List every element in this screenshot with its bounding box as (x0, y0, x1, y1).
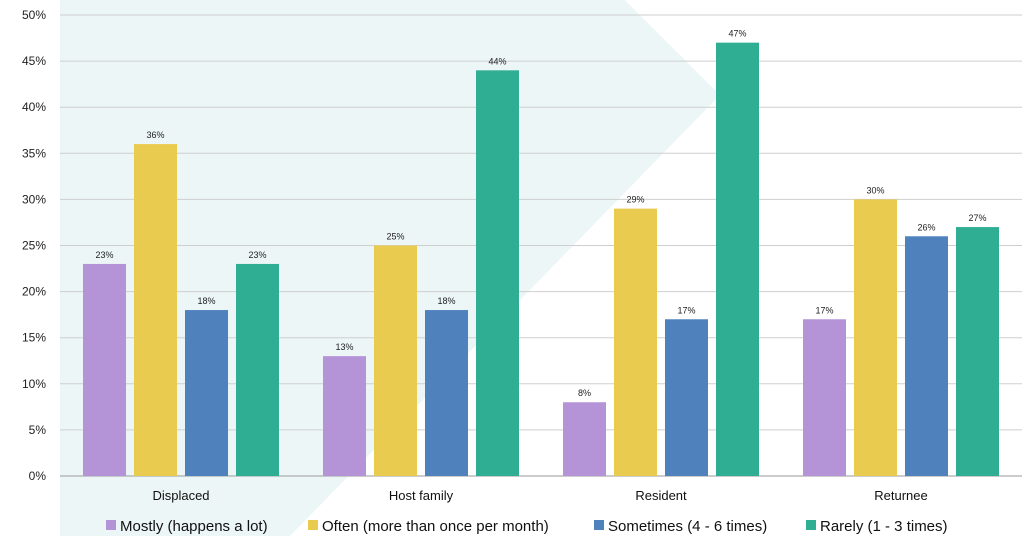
legend-swatch (594, 520, 604, 530)
data-label: 18% (437, 296, 455, 306)
legend-label: Rarely (1 - 3 times) (820, 518, 948, 535)
bar (323, 356, 366, 476)
bar (83, 263, 126, 476)
bar (803, 319, 846, 476)
legend-swatch (106, 520, 116, 530)
data-label: 17% (677, 305, 695, 315)
x-axis: Displaced Host family Resident Returnee (152, 488, 927, 503)
bar (956, 227, 999, 476)
y-tick-label: 0% (29, 469, 47, 483)
bar (563, 402, 606, 476)
y-tick-label: 5% (29, 423, 47, 437)
data-label: 30% (866, 185, 884, 195)
y-tick-label: 10% (22, 377, 46, 391)
data-label: 36% (146, 130, 164, 140)
x-tick-label: Resident (635, 488, 687, 503)
legend-label: Sometimes (4 - 6 times) (608, 518, 767, 535)
data-label: 44% (488, 56, 506, 66)
x-tick-label: Host family (389, 488, 454, 503)
legend-item: Rarely (1 - 3 times) (806, 518, 948, 535)
data-label: 8% (578, 388, 591, 398)
data-label: 17% (815, 305, 833, 315)
bar (716, 42, 759, 476)
legend-swatch (308, 520, 318, 530)
y-tick-label: 20% (22, 285, 46, 299)
bar (614, 208, 657, 476)
legend: Mostly (happens a lot) Often (more than o… (106, 518, 948, 535)
y-axis: 0% 5% 10% 15% 20% 25% 30% 35% 40% 45% 50% (22, 8, 46, 483)
bar (236, 263, 279, 476)
data-label: 13% (335, 342, 353, 352)
data-label: 25% (386, 232, 404, 242)
y-tick-label: 15% (22, 331, 46, 345)
data-label: 23% (248, 250, 266, 260)
y-tick-label: 35% (22, 146, 46, 160)
bar (665, 319, 708, 476)
legend-label: Mostly (happens a lot) (120, 518, 268, 535)
legend-item: Often (more than once per month) (308, 518, 549, 535)
y-tick-label: 25% (22, 239, 46, 253)
data-label: 23% (95, 250, 113, 260)
bar (476, 70, 519, 476)
y-tick-label: 50% (22, 8, 46, 22)
legend-label: Often (more than once per month) (322, 518, 549, 535)
y-tick-label: 45% (22, 54, 46, 68)
x-tick-label: Returnee (874, 488, 927, 503)
y-tick-label: 40% (22, 100, 46, 114)
x-tick-label: Displaced (152, 488, 209, 503)
data-label: 26% (917, 222, 935, 232)
data-label: 27% (968, 213, 986, 223)
legend-item: Sometimes (4 - 6 times) (594, 518, 767, 535)
bar (134, 144, 177, 476)
bar (905, 236, 948, 476)
data-label: 47% (728, 29, 746, 39)
bar (425, 310, 468, 476)
data-label: 29% (626, 195, 644, 205)
y-tick-label: 30% (22, 192, 46, 206)
data-label: 18% (197, 296, 215, 306)
legend-swatch (806, 520, 816, 530)
bar (185, 310, 228, 476)
bar (854, 199, 897, 476)
bar (374, 245, 417, 476)
bars: 23% 36% 18% 23% 13% 25% 18% 44% 8% 29% 17% 47% 17% 30… (83, 29, 999, 476)
legend-item: Mostly (happens a lot) (106, 518, 268, 535)
